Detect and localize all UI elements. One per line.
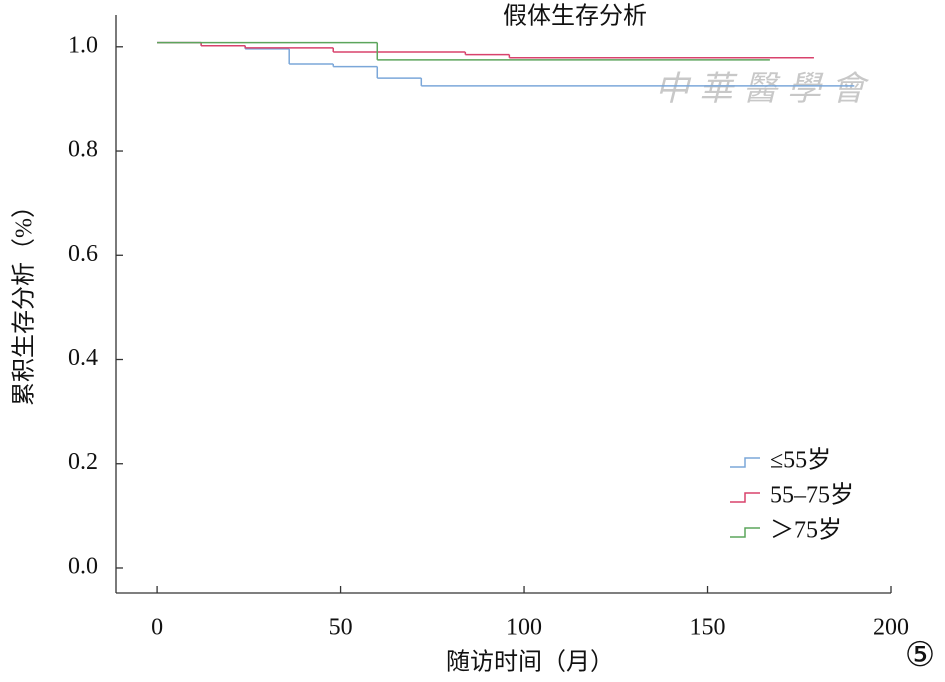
y-tick-label: 0.4 bbox=[68, 345, 98, 371]
legend-label: 55–75岁 bbox=[770, 482, 854, 509]
legend-swatch bbox=[730, 492, 760, 503]
y-tick-label: 0.2 bbox=[68, 449, 98, 475]
x-tick-label: 0 bbox=[151, 615, 163, 641]
legend-label: ＞75岁 bbox=[770, 517, 842, 544]
x-axis-label: 随访时间（月） bbox=[446, 649, 614, 676]
x-tick-label: 150 bbox=[690, 615, 726, 641]
y-tick-label: 0.6 bbox=[68, 241, 98, 267]
y-tick-label: 0.8 bbox=[68, 137, 98, 163]
figure-number: ⑤ bbox=[905, 637, 935, 674]
legend-swatch bbox=[730, 457, 760, 468]
legend-label: ≤55岁 bbox=[770, 447, 831, 474]
y-tick-label: 0.0 bbox=[68, 553, 98, 579]
watermark: 中華醫學會 bbox=[655, 71, 875, 108]
y-tick-label: 1.0 bbox=[68, 32, 98, 58]
chart-title: 假体生存分析 bbox=[503, 3, 647, 30]
y-axis-label: 累积生存分析（%） bbox=[11, 194, 38, 406]
x-tick-label: 200 bbox=[873, 615, 909, 641]
x-tick-label: 50 bbox=[329, 615, 353, 641]
x-tick-label: 100 bbox=[506, 615, 542, 641]
legend-swatch bbox=[730, 527, 760, 538]
